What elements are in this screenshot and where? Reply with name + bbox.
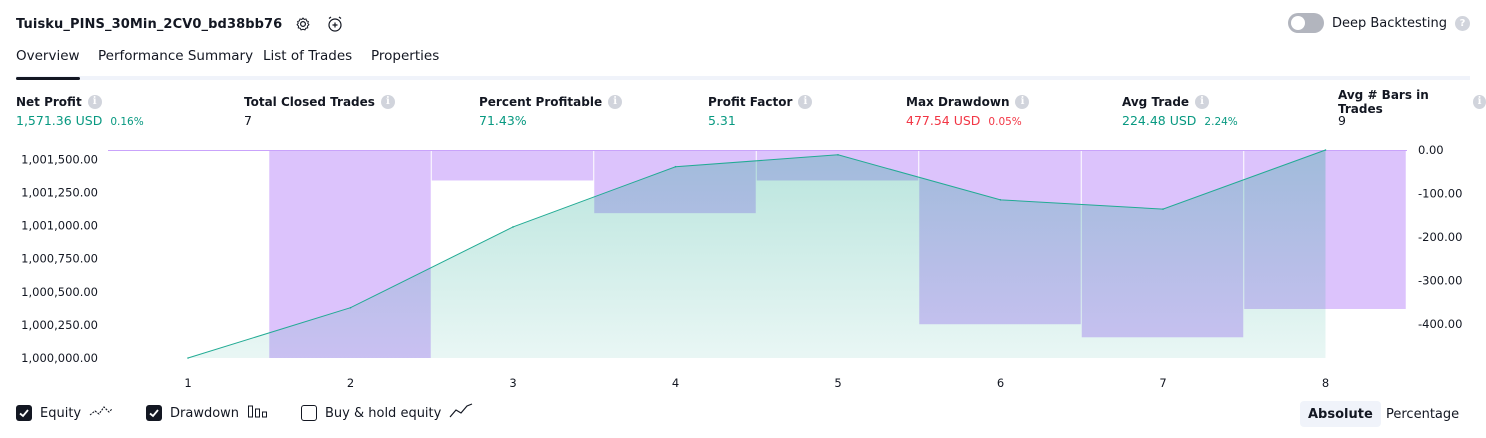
metric-label: Max Drawdown (906, 94, 1010, 109)
info-icon[interactable]: i (1015, 94, 1030, 109)
help-icon[interactable]: ? (1455, 15, 1470, 31)
equity-point (999, 199, 1002, 201)
metric-percent: 0.16% (110, 116, 144, 128)
equity-point (1162, 208, 1164, 210)
strategy-header: Tuisku_PINS_30Min_2CV0_bd38bb76 (16, 10, 346, 38)
left-axis-tick-label: 1,000,000.00 (21, 351, 98, 365)
tab-properties[interactable]: Properties (371, 48, 440, 64)
metric-label: Percent Profitable (479, 94, 603, 109)
equity-drawdown-chart[interactable]: 1,000,000.00 1,000,250.00 1,000,500.00 1,00… (0, 140, 1486, 396)
legend-buy-hold-equity[interactable]: Buy & hold equity (301, 403, 473, 423)
buy-hold-line-icon (449, 403, 473, 423)
gear-icon[interactable] (292, 13, 314, 35)
equity-point (837, 154, 839, 156)
x-axis-tick-label: 6 (997, 376, 1004, 390)
x-axis: 1 2 3 4 5 6 7 8 (184, 376, 1329, 390)
metric-value: 477.54 USD (906, 113, 981, 128)
metric-value: 5.31 (708, 113, 736, 128)
metric-label: Profit Factor (708, 94, 793, 109)
metric-value: 71.43% (479, 113, 527, 128)
metric-profit-factor: Profit Factor i 5.31 (708, 94, 813, 128)
metric-value: 224.48 USD (1122, 113, 1197, 128)
info-icon[interactable]: i (380, 94, 395, 109)
equity-line-icon (89, 403, 113, 423)
left-axis-tick-label: 1,001,250.00 (21, 186, 98, 200)
right-axis-tick-label: -400.00 (1418, 317, 1462, 331)
tab-overview[interactable]: Overview (16, 48, 80, 80)
drawdown-checkbox[interactable] (146, 405, 162, 421)
metric-avg-trade: Avg Trade i 224.48 USD 2.24% (1122, 94, 1238, 128)
info-icon[interactable]: i (87, 94, 102, 109)
x-axis-tick-label: 4 (672, 376, 679, 390)
metric-label: Avg Trade (1122, 94, 1190, 109)
metric-percent-profitable: Percent Profitable i 71.43% (479, 94, 623, 128)
info-icon[interactable]: i (1473, 94, 1486, 109)
metric-avg-bars-in-trades: Avg # Bars in Trades i 9 (1338, 88, 1486, 128)
equity-point (512, 226, 514, 228)
left-axis-tick-label: 1,000,500.00 (21, 285, 98, 299)
tab-performance-summary[interactable]: Performance Summary (98, 48, 254, 64)
x-axis-tick-label: 1 (184, 376, 191, 390)
metric-value: 9 (1338, 113, 1346, 128)
metric-total-closed-trades: Total Closed Trades i 7 (244, 94, 395, 128)
x-axis-tick-label: 8 (1322, 376, 1329, 390)
right-axis-tick-label: -300.00 (1418, 274, 1462, 288)
left-axis-tick-label: 1,000,750.00 (21, 252, 98, 266)
right-axis-tick-label: 0.00 (1418, 143, 1444, 157)
info-icon[interactable]: i (608, 94, 623, 109)
x-axis-tick-label: 7 (1159, 376, 1166, 390)
percentage-button[interactable]: Percentage (1386, 406, 1460, 422)
legend-drawdown[interactable]: Drawdown (146, 403, 269, 423)
metric-percent: 0.05% (988, 116, 1022, 128)
deep-backtesting-toggle[interactable] (1287, 13, 1324, 33)
metric-label: Total Closed Trades (244, 94, 375, 109)
left-axis-tick-label: 1,000,250.00 (21, 318, 98, 332)
legend-label: Drawdown (170, 405, 240, 421)
metric-label: Avg # Bars in Trades (1338, 87, 1429, 116)
equity-area (188, 150, 1326, 358)
equity-point (674, 165, 677, 168)
metric-value: 1,571.36 USD (16, 113, 103, 128)
equity-line (187, 149, 1326, 359)
x-axis-tick-label: 2 (347, 376, 354, 390)
buy-hold-checkbox[interactable] (301, 405, 317, 421)
left-axis-tick-label: 1,001,500.00 (21, 152, 98, 166)
metric-percent: 2.24% (1204, 116, 1238, 128)
drawdown-bars-icon (247, 403, 269, 423)
equity-checkbox[interactable] (16, 405, 32, 421)
left-axis: 1,000,000.00 1,000,250.00 1,000,500.00 1,00… (21, 152, 98, 365)
strategy-name: Tuisku_PINS_30Min_2CV0_bd38bb76 (16, 16, 283, 32)
legend-label: Equity (40, 405, 82, 421)
alarm-add-icon[interactable] (324, 13, 346, 35)
deep-backtesting-label: Deep Backtesting (1331, 15, 1447, 31)
legend-label: Buy & hold equity (325, 405, 442, 421)
metric-net-profit: Net Profit i 1,571.36 USD 0.16% (16, 94, 144, 128)
report-tabs: Overview Performance Summary List of Tra… (16, 44, 1470, 80)
x-axis-tick-label: 3 (509, 376, 516, 390)
legend-equity[interactable]: Equity (16, 403, 113, 423)
left-axis-tick-label: 1,001,000.00 (21, 219, 98, 233)
equity-point (1324, 149, 1327, 151)
equity-point (187, 357, 189, 359)
right-axis: 0.00 -100.00 -200.00 -300.00 -400.00 (1418, 143, 1462, 331)
right-axis-tick-label: -200.00 (1418, 230, 1462, 244)
deep-backtesting: Deep Backtesting ? (1287, 13, 1470, 33)
absolute-button[interactable]: Absolute (1300, 401, 1381, 427)
tab-list-of-trades[interactable]: List of Trades (263, 48, 353, 64)
metric-value: 7 (244, 113, 252, 128)
equity-point (349, 306, 352, 309)
right-axis-tick-label: -100.00 (1418, 187, 1462, 201)
x-axis-tick-label: 5 (834, 376, 841, 390)
equity-series (187, 149, 1327, 359)
toggle-knob (1290, 16, 1305, 30)
drawdown-bar (431, 150, 594, 181)
info-icon[interactable]: i (798, 94, 813, 109)
info-icon[interactable]: i (1195, 94, 1210, 109)
metric-label: Net Profit (16, 94, 82, 109)
metric-max-drawdown: Max Drawdown i 477.54 USD 0.05% (906, 94, 1030, 128)
